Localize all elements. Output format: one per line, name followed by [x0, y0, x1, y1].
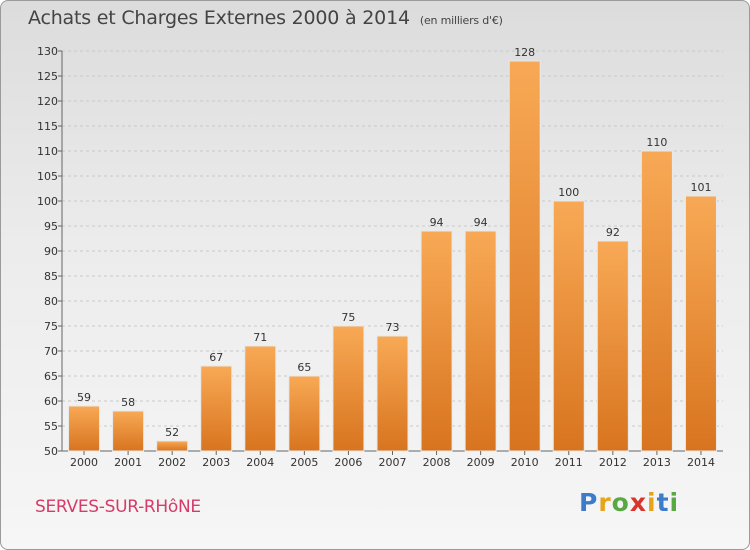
logo-letter: P: [579, 488, 599, 517]
city-name: SERVES-SUR-RHôNE: [35, 497, 201, 517]
bar-2005: [288, 375, 321, 452]
x-tick-label: 2008: [423, 456, 451, 469]
y-tick-label: 125: [37, 70, 58, 83]
y-tick-label: 50: [44, 445, 58, 458]
chart-subtitle: (en milliers d'€): [419, 14, 503, 27]
data-label: 128: [514, 46, 535, 59]
y-tick-label: 110: [37, 145, 58, 158]
data-label: 73: [386, 321, 400, 334]
bar-2003: [200, 365, 233, 452]
x-tick-label: 2014: [687, 456, 715, 469]
data-labels: 59 58 52 67 71 65 75 73 94 94 128 100 92 110 101: [77, 46, 711, 439]
x-tick-label: 2006: [334, 456, 362, 469]
y-tick-label: 120: [37, 95, 58, 108]
bar-2011: [552, 200, 585, 452]
proxiti-logo: Proxiti: [579, 488, 679, 517]
x-tick-labels: 2000 2001 2002 2003 2004 2005 2006 2007 2008 2009…: [70, 451, 715, 469]
data-label: 58: [121, 396, 135, 409]
bar-2014: [684, 195, 717, 452]
bars: [68, 60, 717, 452]
bar-2008: [420, 230, 453, 452]
x-tick-label: 2010: [511, 456, 539, 469]
logo-letter: i: [647, 488, 657, 517]
y-tick-label: 85: [44, 270, 58, 283]
x-tick-label: 2007: [379, 456, 407, 469]
logo-letter: t: [656, 488, 670, 517]
x-tick-label: 2013: [643, 456, 671, 469]
x-tick-label: 2009: [467, 456, 495, 469]
x-tick-label: 2000: [70, 456, 98, 469]
bar-2004: [244, 345, 277, 452]
y-tick-label: 100: [37, 195, 58, 208]
logo-letter: i: [669, 488, 680, 517]
y-tick-label: 60: [44, 395, 58, 408]
y-tick-labels: 50 55 60 65 70 75 80 85 90 95 100 105 110 115 120 125 13…: [37, 45, 62, 458]
bar-2001: [112, 410, 145, 452]
chart-title: Achats et Charges Externes 2000 à 2014 (e…: [28, 7, 503, 29]
bar-2000: [68, 405, 101, 452]
x-tick-label: 2002: [158, 456, 186, 469]
x-tick-label: 2012: [599, 456, 627, 469]
data-label: 101: [690, 181, 711, 194]
data-label: 71: [253, 331, 267, 344]
bar-2010: [508, 60, 541, 452]
data-label: 94: [430, 216, 444, 229]
logo-letter: o: [611, 488, 630, 517]
bar-2013: [640, 150, 673, 452]
y-tick-label: 130: [37, 45, 58, 58]
bar-2002: [156, 440, 189, 452]
x-tick-label: 2005: [290, 456, 318, 469]
data-label: 65: [297, 361, 311, 374]
y-tick-label: 80: [44, 295, 58, 308]
y-tick-label: 70: [44, 345, 58, 358]
bar-2006: [332, 325, 365, 452]
data-label: 100: [558, 186, 579, 199]
y-tick-label: 95: [44, 220, 58, 233]
y-tick-label: 55: [44, 420, 58, 433]
y-tick-label: 105: [37, 170, 58, 183]
bar-2009: [464, 230, 497, 452]
y-tick-label: 115: [37, 120, 58, 133]
data-label: 59: [77, 391, 91, 404]
y-tick-label: 65: [44, 370, 58, 383]
x-tick-label: 2003: [202, 456, 230, 469]
chart-title-text: Achats et Charges Externes 2000 à 2014: [28, 7, 410, 29]
logo-letter: r: [598, 488, 612, 517]
y-tick-label: 75: [44, 320, 58, 333]
bar-2012: [596, 240, 629, 452]
x-tick-label: 2004: [246, 456, 274, 469]
data-label: 75: [341, 311, 355, 324]
data-label: 67: [209, 351, 223, 364]
logo-letter: x: [629, 488, 647, 517]
data-label: 52: [165, 426, 179, 439]
data-label: 92: [606, 226, 620, 239]
x-tick-label: 2001: [114, 456, 142, 469]
x-tick-label: 2011: [555, 456, 583, 469]
y-tick-label: 90: [44, 245, 58, 258]
data-label: 94: [474, 216, 488, 229]
data-label: 110: [646, 136, 667, 149]
bar-2007: [376, 335, 409, 452]
